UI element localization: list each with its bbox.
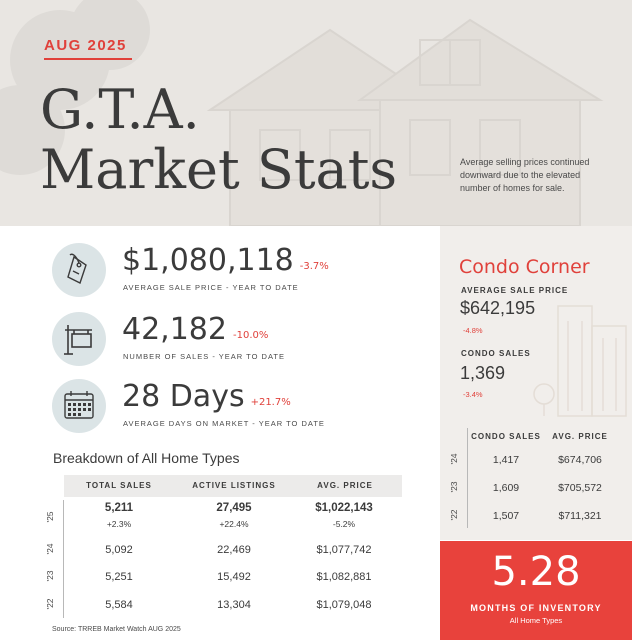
condo-column-header: AVG. PRICE bbox=[552, 432, 608, 441]
column-header: ACTIVE LISTINGS bbox=[192, 481, 276, 490]
report-date: AUG 2025 bbox=[44, 37, 127, 54]
condo-cell-sales: 1,609 bbox=[492, 482, 520, 494]
inventory-value: 5.28 bbox=[491, 549, 581, 595]
stat-change: -3.7% bbox=[299, 261, 329, 272]
condo-column-header: CONDO SALES bbox=[471, 432, 541, 441]
cell-avg-price: $1,079,048 bbox=[316, 599, 372, 611]
row-year: '24 bbox=[45, 543, 55, 555]
cell-avg-price-change: -5.2% bbox=[332, 519, 356, 529]
cell-total-sales: 5,251 bbox=[105, 571, 133, 583]
row-year: '25 bbox=[45, 511, 55, 523]
condo-row-year: '22 bbox=[449, 509, 459, 521]
condo-buildings-icon bbox=[533, 305, 627, 417]
column-header: TOTAL SALES bbox=[86, 481, 152, 490]
inventory-sublabel: All Home Types bbox=[509, 616, 563, 625]
inventory-label: MONTHS OF INVENTORY bbox=[470, 603, 602, 613]
condo-avg-label: AVERAGE SALE PRICE bbox=[461, 286, 569, 295]
condo-row-year: '23 bbox=[449, 481, 459, 493]
stat-label: AVERAGE DAYS ON MARKET - YEAR TO DATE bbox=[123, 419, 325, 428]
cell-total-sales: 5,584 bbox=[105, 599, 133, 611]
condo-avg-change: -4.8% bbox=[463, 326, 483, 335]
market-summary-note: Average selling prices continued downwar… bbox=[460, 157, 590, 193]
cell-active-listings-change: +22.4% bbox=[219, 519, 249, 529]
calendar-icon bbox=[52, 379, 106, 433]
condo-row-year: '24 bbox=[449, 453, 459, 465]
condo-year-divider bbox=[467, 428, 468, 528]
stat-value: $1,080,118 -3.7% bbox=[122, 243, 329, 278]
date-underline bbox=[44, 58, 132, 60]
condo-cell-sales: 1,507 bbox=[492, 510, 520, 522]
condo-sales-change: -3.4% bbox=[463, 390, 483, 399]
months-of-inventory-box: 5.28 MONTHS OF INVENTORY All Home Types bbox=[440, 541, 632, 640]
house-background-image bbox=[0, 0, 632, 226]
price-tag-icon bbox=[52, 243, 106, 297]
condo-avg-value: $642,195 bbox=[460, 298, 536, 318]
stat-label: NUMBER OF SALES - YEAR TO DATE bbox=[123, 352, 285, 361]
condo-sales-value: 1,369 bbox=[460, 363, 506, 383]
cell-active-listings: 15,492 bbox=[217, 571, 251, 583]
breakdown-title: Breakdown of All Home Types bbox=[53, 450, 240, 466]
cell-avg-price: $1,077,742 bbox=[316, 544, 372, 556]
cell-avg-price: $1,082,881 bbox=[316, 571, 372, 583]
stat-change: +21.7% bbox=[250, 397, 291, 408]
hero-banner: AUG 2025 G.T.A. Market Stats Average sel… bbox=[0, 0, 632, 226]
stat-label: AVERAGE SALE PRICE - YEAR TO DATE bbox=[123, 283, 299, 292]
condo-sales-label: CONDO SALES bbox=[461, 349, 531, 358]
condo-corner-panel bbox=[440, 226, 632, 540]
page-title-line1: G.T.A. bbox=[40, 78, 200, 141]
year-divider bbox=[63, 500, 64, 618]
stat-change: -10.0% bbox=[232, 330, 269, 341]
cell-active-listings: 27,495 bbox=[216, 502, 252, 514]
breakdown-table-header: TOTAL SALES ACTIVE LISTINGS AVG. PRICE bbox=[64, 475, 402, 497]
source-note: Source: TRREB Market Watch AUG 2025 bbox=[52, 626, 181, 633]
sale-sign-icon bbox=[52, 312, 106, 366]
condo-cell-price: $705,572 bbox=[558, 482, 602, 494]
cell-active-listings: 22,469 bbox=[217, 544, 251, 556]
condo-cell-price: $674,706 bbox=[558, 454, 602, 466]
page-title-line2: Market Stats bbox=[40, 138, 398, 201]
row-year: '23 bbox=[45, 570, 55, 582]
cell-total-sales-change: +2.3% bbox=[106, 519, 132, 529]
condo-cell-sales: 1,417 bbox=[492, 454, 520, 466]
cell-avg-price: $1,022,143 bbox=[315, 502, 373, 514]
row-year: '22 bbox=[45, 598, 55, 610]
cell-total-sales: 5,092 bbox=[105, 544, 133, 556]
condo-cell-price: $711,321 bbox=[558, 510, 602, 522]
stat-value: 28 Days +21.7% bbox=[122, 379, 291, 414]
column-header: AVG. PRICE bbox=[317, 481, 373, 490]
condo-corner-title: Condo Corner bbox=[459, 256, 590, 278]
cell-total-sales: 5,211 bbox=[104, 502, 134, 514]
cell-active-listings: 13,304 bbox=[217, 599, 251, 611]
stat-value: 42,182 -10.0% bbox=[122, 312, 269, 347]
